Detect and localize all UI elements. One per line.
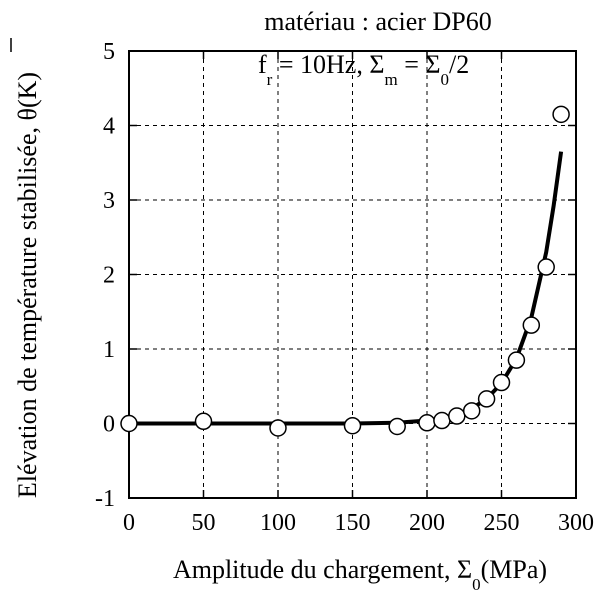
- annotation-r-subscript: r: [267, 70, 273, 89]
- data-point: [448, 407, 466, 425]
- x-tick-label: 0: [123, 510, 135, 536]
- x-tick-labels: 0 50 100 150 200 250 300: [123, 510, 594, 536]
- data-point: [418, 414, 436, 432]
- y-tick-label: 4: [103, 114, 115, 140]
- y-axis-label: Elévation de température stabilisée, θ(K…: [13, 72, 42, 498]
- data-point: [343, 416, 362, 435]
- data-point: [269, 419, 287, 437]
- data-point: [492, 373, 511, 392]
- x-axis-label-unit: (MPa): [481, 555, 547, 584]
- data-point: [388, 417, 406, 436]
- annotation-conditions: fr = 10Hz, Σm = Σ0/2: [258, 50, 469, 89]
- series: [120, 105, 570, 437]
- data-point: [537, 258, 555, 276]
- ticks: [128, 50, 577, 499]
- data-point: [433, 411, 451, 430]
- annotation-eq-sigma0: = Σ: [398, 50, 441, 79]
- x-tick-label: 100: [260, 510, 296, 536]
- annotation-material: matériau : acier DP60: [264, 7, 491, 36]
- annotation-f: f: [258, 50, 267, 79]
- annotation-half: /2: [449, 50, 469, 79]
- annotation-0-subscript: 0: [441, 70, 450, 89]
- x-axis-label-main: Amplitude du chargement, Σ: [173, 555, 472, 584]
- y-tick-label: -1: [95, 486, 115, 512]
- y-tick-label: 0: [103, 412, 115, 438]
- y-tick-label: 3: [103, 188, 115, 214]
- x-axis-label: Amplitude du chargement, Σ0(MPa): [173, 555, 547, 594]
- data-point: [194, 412, 213, 431]
- x-tick-label: 300: [558, 510, 594, 536]
- y-tick-label: 2: [103, 263, 115, 289]
- y-tick-label: 1: [103, 337, 115, 363]
- data-point: [120, 414, 138, 433]
- data-point: [522, 316, 541, 334]
- y-tick-labels: -1 0 1 2 3 4 5: [95, 39, 115, 512]
- x-tick-label: 200: [409, 510, 445, 536]
- data-point: [552, 105, 570, 124]
- data-point: [507, 351, 526, 369]
- data-point: [462, 402, 481, 420]
- data-point: [477, 390, 496, 408]
- y-tick-label: 5: [103, 39, 115, 65]
- x-tick-label: 50: [192, 510, 216, 536]
- x-tick-label: 250: [484, 510, 520, 536]
- annotation-m-subscript: m: [384, 70, 397, 89]
- x-axis-label-subscript: 0: [472, 575, 481, 594]
- annotation-eq-sigma: = 10Hz, Σ: [272, 50, 384, 79]
- x-tick-label: 150: [335, 510, 371, 536]
